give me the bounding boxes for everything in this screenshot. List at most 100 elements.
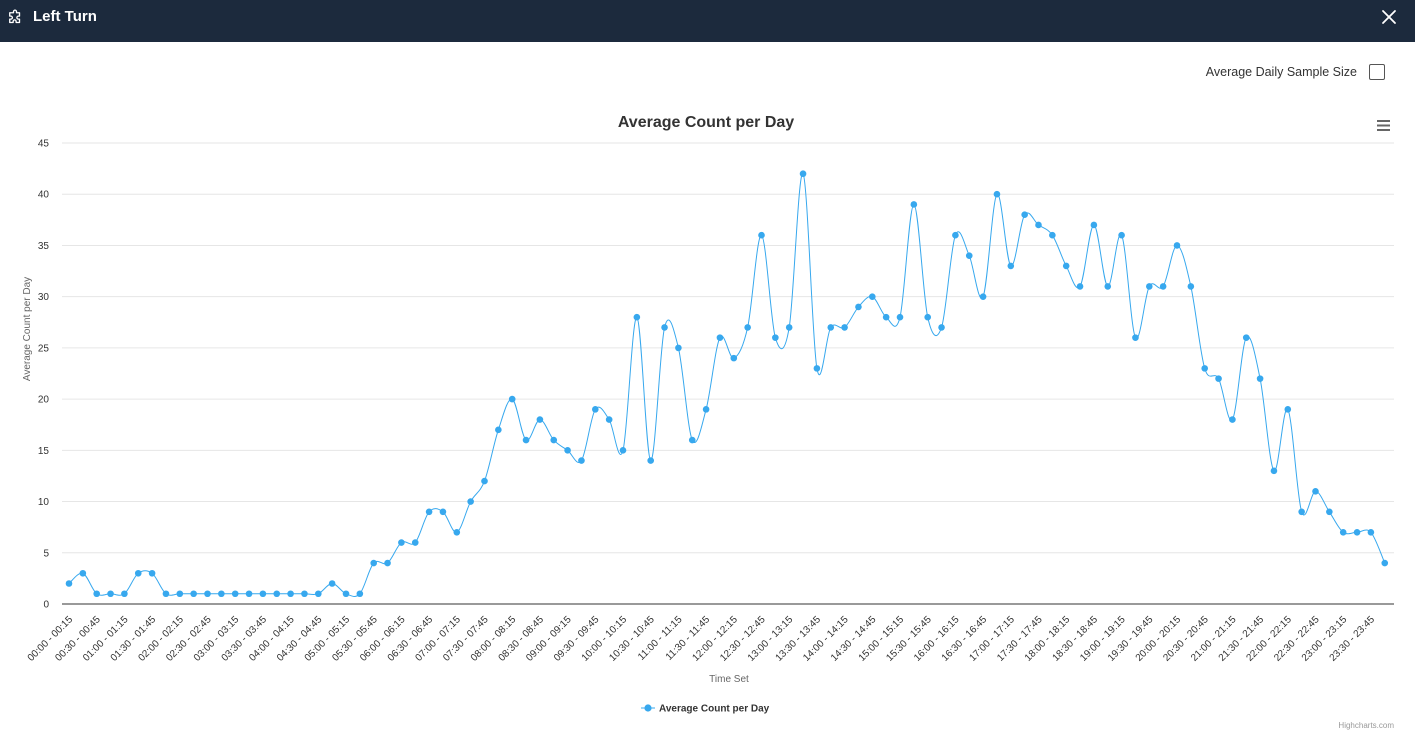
data-point[interactable] <box>1090 221 1098 229</box>
data-point[interactable] <box>467 498 474 505</box>
data-point[interactable] <box>1381 559 1389 567</box>
data-point[interactable] <box>218 590 225 598</box>
data-point[interactable] <box>910 201 918 208</box>
data-point[interactable] <box>550 436 558 444</box>
data-point[interactable] <box>675 344 682 352</box>
data-point[interactable] <box>979 293 987 300</box>
data-point[interactable] <box>453 528 461 536</box>
data-point[interactable] <box>661 324 668 331</box>
data-point[interactable] <box>1062 262 1070 270</box>
data-point[interactable] <box>869 293 876 300</box>
data-point[interactable] <box>245 590 253 598</box>
data-point[interactable] <box>384 559 391 567</box>
data-point[interactable] <box>481 477 488 485</box>
data-point[interactable] <box>1312 488 1319 495</box>
data-point[interactable] <box>121 590 128 598</box>
data-point[interactable] <box>1326 508 1333 516</box>
legend-item[interactable]: Average Count per Day <box>641 704 770 715</box>
data-point[interactable] <box>1132 334 1139 341</box>
data-point[interactable] <box>1076 283 1084 290</box>
data-point[interactable] <box>287 590 294 598</box>
data-point[interactable] <box>896 313 904 321</box>
data-point[interactable] <box>924 313 931 321</box>
data-point[interactable] <box>1146 283 1153 290</box>
credits-link[interactable]: Highcharts.com <box>1338 721 1394 730</box>
data-point[interactable] <box>785 324 793 331</box>
data-point[interactable] <box>1229 416 1236 423</box>
data-point[interactable] <box>564 447 571 454</box>
data-point[interactable] <box>1339 528 1347 536</box>
data-point[interactable] <box>993 190 1001 198</box>
data-point[interactable] <box>772 334 779 341</box>
data-point[interactable] <box>744 324 751 331</box>
data-point[interactable] <box>1298 508 1305 516</box>
data-point[interactable] <box>1035 221 1042 229</box>
data-point[interactable] <box>799 170 807 178</box>
data-point[interactable] <box>425 508 433 516</box>
data-point[interactable] <box>495 426 502 434</box>
data-point[interactable] <box>1187 283 1195 290</box>
sample-size-option[interactable]: Average Daily Sample Size <box>1206 64 1385 80</box>
data-point[interactable] <box>619 447 627 454</box>
data-point[interactable] <box>578 457 585 464</box>
data-point[interactable] <box>328 580 336 587</box>
data-point[interactable] <box>1242 334 1250 341</box>
data-point[interactable] <box>107 590 114 598</box>
data-point[interactable] <box>716 334 724 341</box>
data-point[interactable] <box>882 313 890 321</box>
data-point[interactable] <box>231 590 239 598</box>
data-point[interactable] <box>827 324 835 331</box>
data-point[interactable] <box>1270 467 1278 475</box>
data-point[interactable] <box>79 569 87 577</box>
data-point[interactable] <box>176 590 184 598</box>
hamburger-menu-icon[interactable] <box>1370 114 1396 136</box>
data-point[interactable] <box>398 539 405 546</box>
data-point[interactable] <box>315 590 322 598</box>
data-point[interactable] <box>1256 375 1264 382</box>
data-point[interactable] <box>633 313 641 321</box>
data-point[interactable] <box>1201 365 1208 372</box>
data-point[interactable] <box>1353 528 1361 536</box>
data-point[interactable] <box>259 590 267 598</box>
data-point[interactable] <box>93 590 100 598</box>
data-point[interactable] <box>162 590 170 598</box>
data-point[interactable] <box>965 252 973 259</box>
data-point[interactable] <box>938 324 945 331</box>
data-point[interactable] <box>1049 231 1056 239</box>
data-point[interactable] <box>647 457 654 464</box>
data-point[interactable] <box>204 590 211 598</box>
data-point[interactable] <box>65 580 73 587</box>
data-point[interactable] <box>273 590 281 598</box>
data-point[interactable] <box>522 436 530 444</box>
data-point[interactable] <box>1173 242 1181 249</box>
data-point[interactable] <box>1021 211 1028 219</box>
data-point[interactable] <box>605 416 613 423</box>
data-point[interactable] <box>841 324 848 331</box>
data-point[interactable] <box>301 590 308 598</box>
data-point[interactable] <box>1159 283 1167 290</box>
data-point[interactable] <box>1215 375 1222 382</box>
data-point[interactable] <box>148 569 156 577</box>
data-point[interactable] <box>1284 406 1292 413</box>
data-point[interactable] <box>1104 283 1112 290</box>
data-point[interactable] <box>952 231 959 239</box>
sample-size-checkbox[interactable] <box>1369 64 1385 80</box>
data-point[interactable] <box>855 303 862 311</box>
close-icon[interactable] <box>1380 8 1398 26</box>
data-point[interactable] <box>1367 528 1375 536</box>
data-point[interactable] <box>1118 231 1125 239</box>
data-point[interactable] <box>813 365 821 372</box>
data-point[interactable] <box>356 590 364 598</box>
data-point[interactable] <box>342 590 350 598</box>
data-point[interactable] <box>190 590 197 598</box>
data-point[interactable] <box>592 406 599 413</box>
data-point[interactable] <box>370 559 378 567</box>
data-point[interactable] <box>1007 262 1015 270</box>
data-point[interactable] <box>508 395 516 403</box>
data-point[interactable] <box>730 354 738 362</box>
data-point[interactable] <box>411 539 419 546</box>
data-point[interactable] <box>688 436 696 444</box>
data-point[interactable] <box>536 416 544 423</box>
data-point[interactable] <box>702 406 710 413</box>
data-point[interactable] <box>134 569 142 577</box>
